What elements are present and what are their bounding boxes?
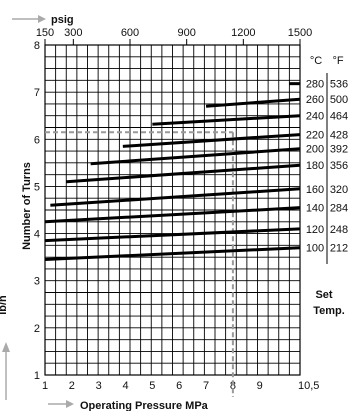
bottom-axis-arrow-head xyxy=(66,400,74,408)
legend-c-100: 100 xyxy=(306,243,324,255)
y-tick-label: 7 xyxy=(34,87,40,99)
legend-f-180: 356 xyxy=(330,160,348,172)
y-tick-label: 2 xyxy=(34,323,40,335)
series-lines xyxy=(44,82,301,261)
y-tick-labels: 1 2 3 4 5 6 7 8 xyxy=(34,40,40,382)
y-tick-label: 8 xyxy=(34,40,40,52)
legend-f-100: 212 xyxy=(330,243,348,255)
legend-c-200: 200 xyxy=(306,144,324,156)
legend-c-160: 160 xyxy=(306,184,324,196)
legend-f-240: 464 xyxy=(330,111,348,123)
bottom-axis-label: Operating Pressure MPa xyxy=(80,400,209,411)
bottom-tick-label: 6 xyxy=(176,380,182,392)
series-line-100 xyxy=(44,246,301,261)
series-line-140 xyxy=(44,206,301,224)
legend-f-200: 392 xyxy=(330,144,348,156)
top-axis-unit-label: psig xyxy=(51,14,74,26)
bottom-tick-label: 2 xyxy=(69,380,75,392)
legend-f-140: 284 xyxy=(330,203,348,215)
legend: °C °F 100 212 120 248 140 284 160 320 180 356 200 3… xyxy=(306,55,348,317)
y-tick-label: 5 xyxy=(34,181,40,193)
series-line-220 xyxy=(122,133,301,148)
series-line-260 xyxy=(205,97,301,108)
left-arrow-head xyxy=(2,342,10,352)
left-cut-label: lb/h xyxy=(0,295,9,315)
bottom-tick-label: 8 xyxy=(230,380,236,392)
top-tick-label: 150 xyxy=(36,27,54,39)
bottom-tick-label: 5 xyxy=(149,380,155,392)
bottom-axis-header: Operating Pressure MPa xyxy=(48,400,209,411)
top-tick-label: 1500 xyxy=(288,27,312,39)
y-tick-label: 1 xyxy=(34,370,40,382)
top-tick-label: 600 xyxy=(121,27,139,39)
legend-title-line1: Set xyxy=(315,289,332,301)
legend-c-120: 120 xyxy=(306,224,324,236)
grid xyxy=(44,44,301,376)
plot-frame xyxy=(44,44,301,376)
legend-c-240: 240 xyxy=(306,111,324,123)
top-tick-labels: 150 300 600 900 1200 1500 xyxy=(36,27,312,45)
legend-f-260: 500 xyxy=(330,94,348,106)
bottom-tick-label: 3 xyxy=(96,380,102,392)
legend-title-line2: Temp. xyxy=(313,305,345,317)
legend-c-140: 140 xyxy=(306,203,324,215)
top-tick-label: 900 xyxy=(177,27,195,39)
series-line-240 xyxy=(152,114,301,126)
legend-f-160: 320 xyxy=(330,184,348,196)
top-axis-header: psig xyxy=(12,14,74,26)
legend-f-280: 536 xyxy=(330,79,348,91)
legend-f-120: 248 xyxy=(330,224,348,236)
bottom-tick-label: 1 xyxy=(42,380,48,392)
reference-lines xyxy=(45,131,234,397)
top-tick-label: 300 xyxy=(64,27,82,39)
bottom-tick-label: 9 xyxy=(257,380,263,392)
plot-border xyxy=(44,44,301,376)
legend-c-260: 260 xyxy=(306,94,324,106)
series-line-160 xyxy=(50,187,301,207)
bottom-tick-labels: 1 2 3 4 5 6 7 8 9 10,5 xyxy=(42,380,319,392)
legend-f-220: 428 xyxy=(330,130,348,142)
bottom-tick-label-end: 10,5 xyxy=(298,380,319,392)
y-tick-label: 4 xyxy=(34,229,40,241)
top-axis-arrow-head xyxy=(38,15,46,23)
top-tick-label: 1200 xyxy=(231,27,255,39)
legend-c-280: 280 xyxy=(306,79,324,91)
series-line-200 xyxy=(90,147,301,166)
y-tick-label: 6 xyxy=(34,134,40,146)
legend-col-c: °C xyxy=(310,55,322,67)
y-tick-label: 3 xyxy=(34,276,40,288)
legend-col-f: °F xyxy=(332,55,343,67)
bottom-tick-label: 7 xyxy=(203,380,209,392)
bottom-tick-label: 4 xyxy=(122,380,128,392)
legend-c-180: 180 xyxy=(306,160,324,172)
legend-c-220: 220 xyxy=(306,130,324,142)
series-line-180 xyxy=(66,163,301,184)
y-axis-label: Number of Turns xyxy=(21,162,33,250)
series-line-120 xyxy=(44,227,301,243)
